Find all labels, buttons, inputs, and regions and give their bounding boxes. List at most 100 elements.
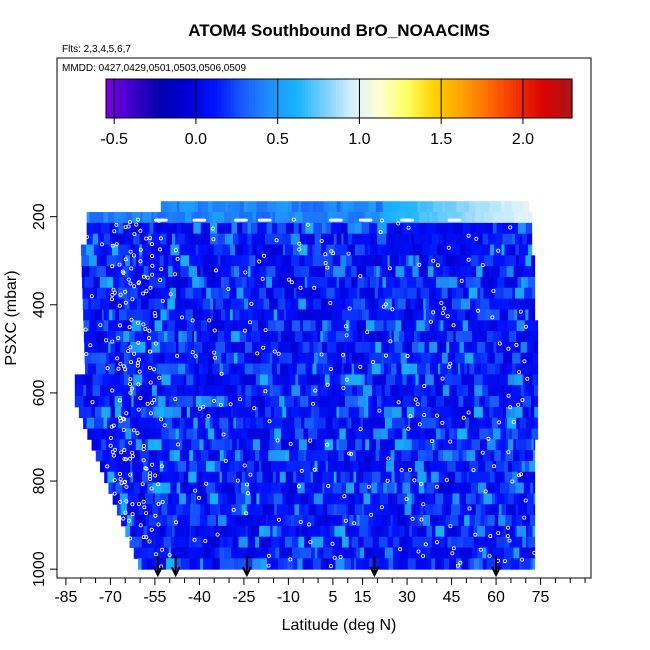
heatmap-cell bbox=[113, 428, 117, 440]
heatmap-cell bbox=[395, 320, 402, 332]
heatmap-cell bbox=[108, 320, 118, 332]
heatmap-cell bbox=[209, 331, 219, 343]
heatmap-cell bbox=[225, 255, 233, 267]
sample-point bbox=[147, 328, 152, 333]
colorbar-segment bbox=[540, 79, 545, 118]
sample-point bbox=[532, 550, 537, 555]
heatmap-cell bbox=[193, 352, 197, 365]
heatmap-cell bbox=[377, 244, 383, 256]
sample-point bbox=[175, 256, 180, 261]
heatmap-cell bbox=[407, 244, 414, 256]
heatmap-cell bbox=[335, 331, 345, 343]
heatmap-cell bbox=[94, 428, 103, 440]
sample-point bbox=[261, 345, 266, 350]
heatmap-cell bbox=[275, 547, 280, 559]
heatmap-cell bbox=[470, 298, 476, 310]
heatmap-cell bbox=[94, 222, 102, 235]
heatmap-cell bbox=[167, 515, 174, 527]
heatmap-cell bbox=[525, 331, 531, 343]
heatmap-cell bbox=[185, 493, 192, 505]
heatmap-cell bbox=[251, 374, 257, 386]
heatmap-cell bbox=[317, 341, 323, 354]
sample-point bbox=[365, 330, 370, 335]
sample-point bbox=[255, 351, 260, 356]
heatmap-cell bbox=[117, 287, 128, 300]
heatmap-cell bbox=[116, 385, 122, 397]
heatmap-cell bbox=[315, 439, 326, 451]
heatmap-cell bbox=[351, 363, 355, 375]
heatmap-cell bbox=[141, 222, 150, 235]
heatmap-cell bbox=[406, 374, 410, 386]
heatmap-cell bbox=[441, 460, 448, 473]
heatmap-cell bbox=[308, 352, 315, 365]
heatmap-cell bbox=[266, 222, 273, 235]
colorbar-segment bbox=[196, 79, 200, 118]
heatmap-cell bbox=[407, 493, 413, 505]
heatmap-cell bbox=[241, 385, 246, 397]
heatmap-cell bbox=[503, 536, 511, 549]
heatmap-cell bbox=[311, 212, 320, 224]
heatmap-cell bbox=[375, 341, 380, 354]
sample-point bbox=[211, 237, 216, 242]
sample-point bbox=[419, 481, 424, 486]
heatmap-cell bbox=[236, 439, 240, 451]
heatmap-cell bbox=[295, 276, 306, 289]
heatmap-cell bbox=[193, 417, 199, 429]
heatmap-cell bbox=[507, 341, 515, 354]
heatmap-cell bbox=[334, 450, 339, 462]
sample-point bbox=[291, 217, 296, 222]
heatmap-cell bbox=[298, 471, 305, 484]
heatmap-cell bbox=[356, 471, 364, 484]
heatmap-cell bbox=[93, 287, 98, 300]
heatmap-cell bbox=[306, 309, 317, 321]
heatmap-cell bbox=[251, 385, 258, 397]
heatmap-cell bbox=[447, 363, 453, 375]
heatmap-cell bbox=[371, 482, 378, 494]
heatmap-cell bbox=[298, 406, 307, 419]
heatmap-cell bbox=[231, 212, 240, 224]
heatmap-cell bbox=[89, 266, 98, 278]
heatmap-cell bbox=[224, 396, 229, 408]
heatmap-cell bbox=[506, 428, 510, 440]
sample-point bbox=[127, 381, 132, 386]
heatmap-cell bbox=[328, 493, 333, 505]
heatmap-cell bbox=[170, 482, 178, 494]
heatmap-cell bbox=[455, 471, 462, 484]
sample-point bbox=[148, 476, 153, 481]
heatmap-cell bbox=[524, 287, 533, 300]
colorbar-segment bbox=[348, 79, 353, 118]
heatmap-cell bbox=[394, 276, 401, 289]
heatmap-cell bbox=[527, 547, 536, 559]
heatmap-cell bbox=[123, 450, 133, 462]
heatmap-cell bbox=[267, 374, 274, 386]
heatmap-cell bbox=[207, 244, 215, 256]
heatmap-cell bbox=[367, 276, 371, 289]
heatmap-cell bbox=[533, 439, 536, 451]
heatmap-cell bbox=[287, 266, 295, 278]
heatmap-cell bbox=[198, 385, 204, 397]
heatmap-cell bbox=[145, 515, 150, 527]
heatmap-cell bbox=[166, 201, 173, 213]
heatmap-cell bbox=[254, 471, 258, 484]
colorbar-segment bbox=[133, 79, 138, 118]
heatmap-cell bbox=[176, 385, 185, 397]
heatmap-cell bbox=[82, 287, 88, 300]
heatmap-cell bbox=[404, 266, 413, 278]
sample-point bbox=[405, 353, 410, 358]
heatmap-cell bbox=[254, 233, 263, 246]
heatmap-cell bbox=[333, 558, 336, 570]
heatmap-cell bbox=[110, 341, 116, 354]
heatmap-cell bbox=[174, 320, 183, 332]
heatmap-cell bbox=[88, 255, 98, 267]
heatmap-cell bbox=[414, 298, 418, 310]
heatmap-cell bbox=[444, 525, 453, 538]
heatmap-cell bbox=[442, 417, 448, 429]
heatmap-cell bbox=[272, 525, 278, 538]
heatmap-cell bbox=[122, 266, 130, 278]
heatmap-cell bbox=[269, 385, 274, 397]
heatmap-cell bbox=[203, 406, 211, 419]
heatmap-cell bbox=[257, 515, 267, 527]
heatmap-cell bbox=[425, 309, 436, 321]
heatmap-cell bbox=[494, 212, 505, 224]
heatmap-cell bbox=[255, 374, 261, 386]
